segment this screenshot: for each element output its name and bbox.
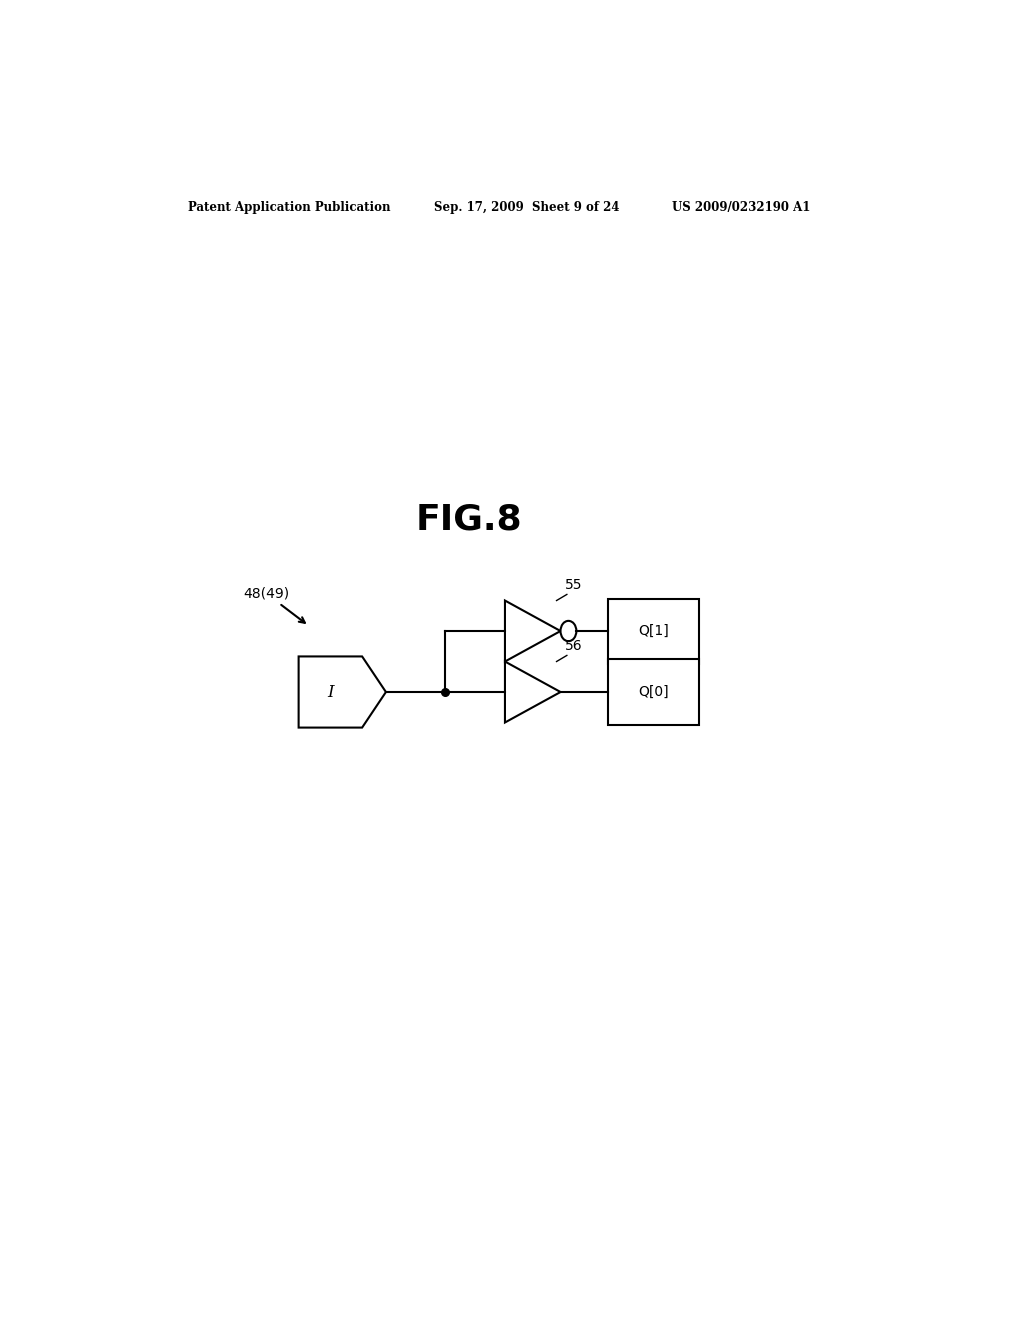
Text: 56: 56 (564, 639, 582, 653)
Polygon shape (505, 661, 560, 722)
Bar (608, 660, 699, 725)
Text: I: I (327, 684, 334, 701)
Text: 55: 55 (564, 578, 582, 593)
Polygon shape (299, 656, 386, 727)
Text: FIG.8: FIG.8 (416, 502, 522, 536)
Text: 48(49): 48(49) (243, 586, 305, 623)
Text: US 2009/0232190 A1: US 2009/0232190 A1 (672, 201, 810, 214)
Text: Patent Application Publication: Patent Application Publication (187, 201, 390, 214)
Polygon shape (505, 601, 560, 661)
Text: Q[0]: Q[0] (638, 685, 669, 700)
Text: Q[1]: Q[1] (638, 624, 669, 638)
Bar (608, 598, 699, 664)
Text: Sep. 17, 2009  Sheet 9 of 24: Sep. 17, 2009 Sheet 9 of 24 (433, 201, 620, 214)
Circle shape (560, 620, 577, 642)
